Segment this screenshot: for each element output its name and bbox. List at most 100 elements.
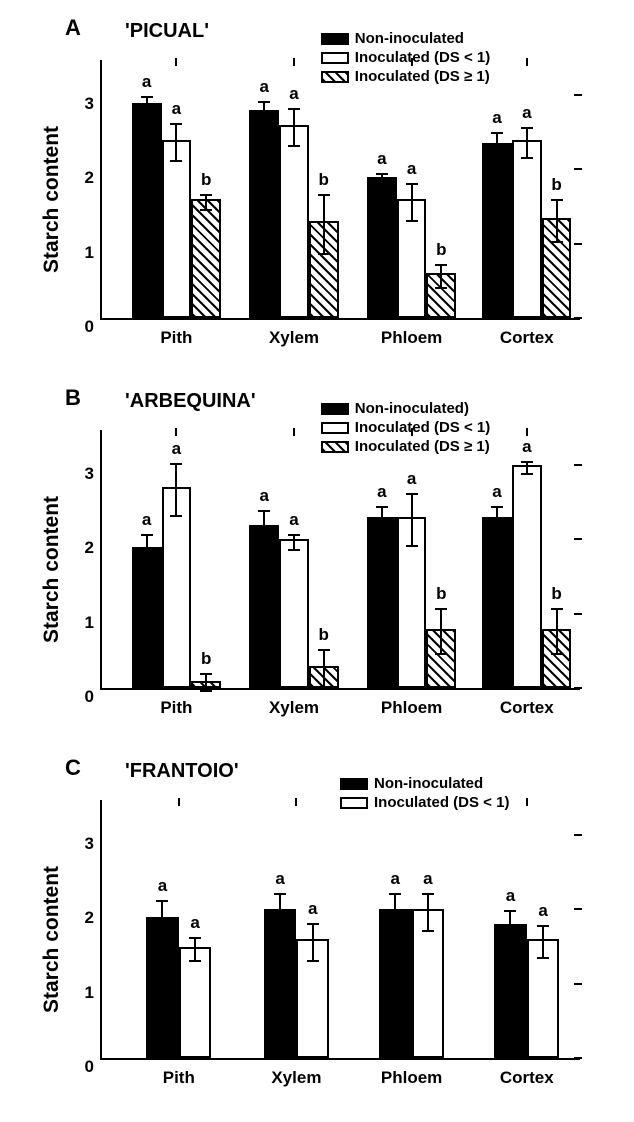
error-cap [537,957,549,959]
bar [482,143,512,318]
bar [162,487,192,688]
significance-label: a [522,103,531,123]
error-cap [170,123,182,125]
error-cap [156,900,168,902]
error-cap [156,937,168,939]
significance-label: a [423,869,432,889]
x-tick-mark [526,428,528,436]
legend: Non-inoculated)Inoculated (DS < 1)Inocul… [321,400,490,457]
legend-label: Inoculated (DS < 1) [374,794,509,811]
significance-label: a [407,469,416,489]
significance-label: a [377,482,386,502]
significance-label: a [377,149,386,169]
error-cap [258,123,270,125]
error-bar [263,510,265,543]
y-tick-mark [574,613,582,615]
error-bar [323,649,325,686]
bar [482,517,512,688]
error-cap [435,608,447,610]
y-tick-mark [574,94,582,96]
x-tick-label: Xylem [269,688,319,718]
significance-label: a [391,869,400,889]
error-cap [318,686,330,688]
error-cap [200,209,212,211]
y-tick-mark [574,317,582,319]
significance-label: a [492,482,501,502]
error-cap [422,930,434,932]
significance-label: a [492,108,501,128]
y-axis-label: Starch content [40,866,64,1013]
legend-label: Inoculated (DS < 1) [355,49,490,66]
legend-item: Non-inoculated) [321,400,490,417]
error-cap [141,534,153,536]
error-cap [521,127,533,129]
error-cap [170,160,182,162]
error-cap [288,145,300,147]
significance-label: a [522,437,531,457]
bar [132,547,162,688]
error-cap [435,653,447,655]
x-tick-mark [293,428,295,436]
error-cap [491,159,503,161]
y-axis-label: Starch content [40,496,64,643]
legend-swatch [321,441,349,453]
x-tick-label: Pith [160,318,192,348]
y-tick-label: 1 [85,613,102,633]
error-cap [318,649,330,651]
error-cap [406,220,418,222]
error-bar [293,534,295,549]
legend-label: Non-inoculated [355,30,464,47]
x-tick-mark [295,798,297,806]
significance-label: a [308,899,317,919]
legend: Non-inoculated Inoculated (DS < 1) [340,775,509,813]
x-tick-label: Phloem [381,1058,442,1088]
error-cap [389,893,401,895]
legend-swatch [340,778,368,790]
y-tick-label: 1 [85,243,102,263]
error-bar [556,608,558,653]
error-bar [381,506,383,533]
error-cap [258,101,270,103]
x-tick-mark [526,58,528,66]
y-tick-label: 3 [85,94,102,114]
legend-item: Inoculated (DS < 1) [340,794,509,811]
x-tick-label: Xylem [271,1058,321,1088]
significance-label: b [201,649,211,669]
error-cap [551,653,563,655]
y-tick-label: 2 [85,168,102,188]
significance-label: b [551,175,561,195]
x-tick-label: Pith [163,1058,195,1088]
bar [249,110,279,318]
error-bar [394,893,396,930]
error-cap [491,506,503,508]
significance-label: b [436,584,446,604]
error-bar [161,900,163,937]
y-tick-mark [574,464,582,466]
error-cap [200,673,212,675]
legend-label: Non-inoculated [374,775,483,792]
panel-title: 'ARBEQUINA' [125,390,256,413]
significance-label: a [289,510,298,530]
bar [367,517,397,688]
error-cap [406,493,418,495]
error-cap [170,515,182,517]
error-cap [521,461,533,463]
error-cap [288,549,300,551]
error-bar [556,199,558,241]
panel-title: 'PICUAL' [125,20,209,43]
error-bar [411,493,413,545]
bar [512,465,542,688]
error-cap [389,930,401,932]
significance-label: a [260,77,269,97]
error-cap [376,506,388,508]
error-cap [551,608,563,610]
error-cap [318,194,330,196]
error-bar [509,910,511,943]
x-tick-mark [175,58,177,66]
figure: 0123PithXylemPhloemCortexaabaabaabaabA'P… [0,0,634,1122]
legend-label: Inoculated (DS ≥ 1) [355,438,490,455]
error-bar [526,127,528,157]
error-cap [406,545,418,547]
error-bar [175,463,177,515]
significance-label: a [289,84,298,104]
